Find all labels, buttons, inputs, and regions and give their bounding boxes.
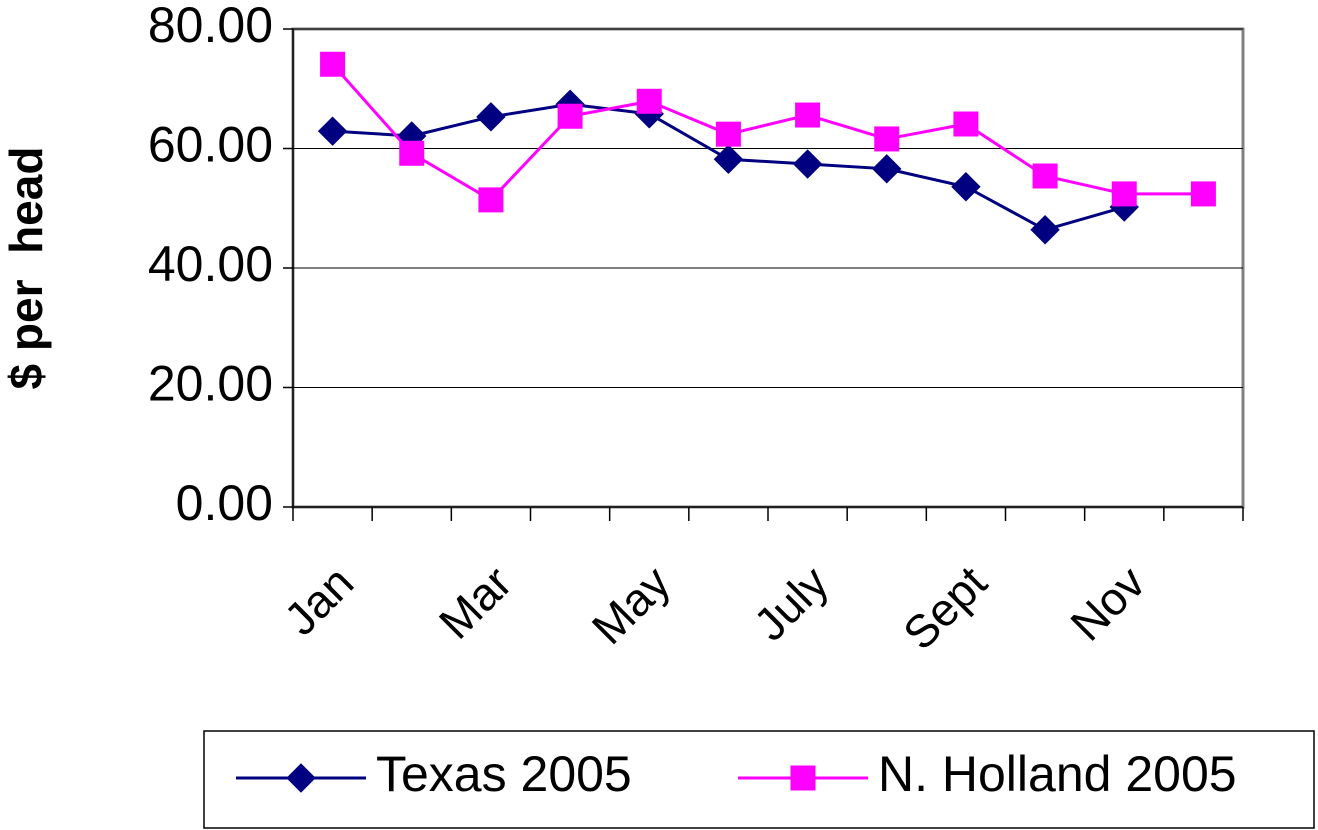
data-point	[795, 102, 821, 128]
data-point	[792, 149, 823, 179]
data-point	[951, 172, 981, 202]
y-axis-label: $ per head	[0, 147, 52, 390]
legend-label: N. Holland 2005	[878, 746, 1237, 802]
data-point	[713, 144, 744, 174]
x-tick-label: Mar	[429, 556, 522, 649]
data-point	[1030, 215, 1060, 245]
data-point	[478, 187, 504, 213]
data-point	[557, 103, 583, 129]
data-point	[317, 116, 348, 146]
legend-marker	[790, 765, 816, 791]
y-tick-label: 80.00	[148, 0, 273, 53]
x-tick-label: Jan	[274, 556, 363, 645]
data-point	[399, 140, 425, 166]
y-tick-label: 20.00	[148, 356, 273, 412]
legend-label: Texas 2005	[376, 746, 632, 802]
data-point	[320, 51, 346, 77]
data-point	[953, 111, 979, 137]
y-tick-label: 60.00	[148, 117, 273, 173]
x-tick-label: May	[582, 556, 680, 654]
series-line	[331, 63, 1204, 202]
data-point	[874, 126, 900, 152]
x-tick-label: Sept	[893, 556, 997, 660]
x-tick-label: Nov	[1060, 556, 1155, 651]
x-tick-label: July	[744, 556, 839, 651]
data-point	[1032, 163, 1058, 189]
y-tick-label: 0.00	[176, 475, 273, 531]
data-point	[872, 154, 902, 184]
data-point	[1111, 181, 1137, 207]
legend-marker	[286, 763, 316, 793]
data-point	[715, 121, 741, 147]
y-tick-label: 40.00	[148, 236, 273, 292]
data-point	[1190, 181, 1216, 207]
data-point	[476, 102, 506, 132]
data-point	[636, 88, 662, 114]
